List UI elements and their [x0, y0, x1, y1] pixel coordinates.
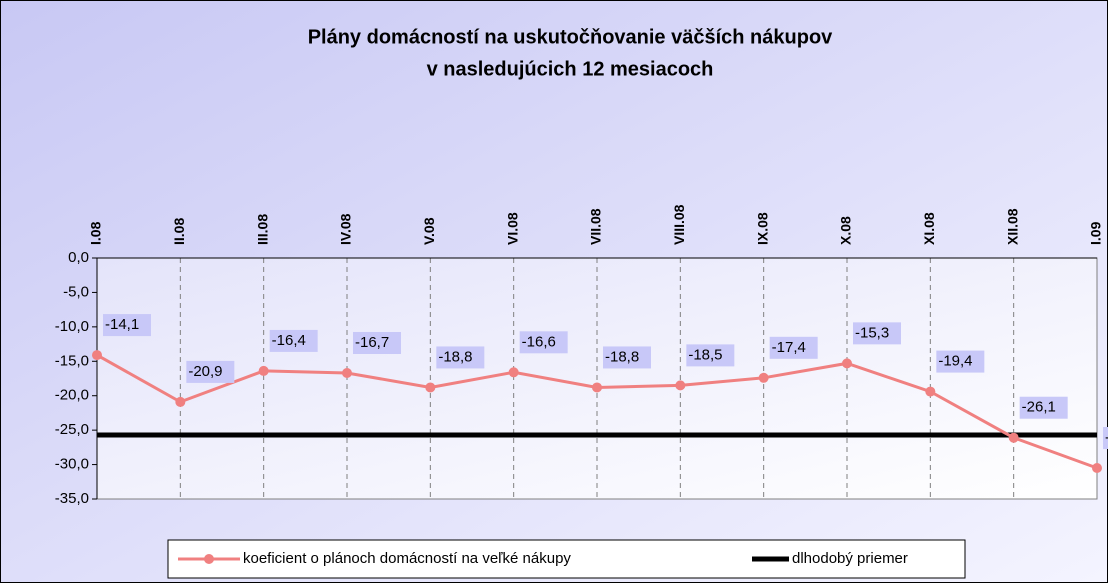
data-label-box [769, 336, 818, 359]
x-tick-label: V.08 [421, 217, 437, 245]
x-tick-label: VIII.08 [671, 204, 687, 245]
y-tick-label: -30,0 [55, 456, 89, 473]
y-tick-label: 0,0 [68, 249, 89, 266]
data-label: -14,1 [105, 316, 139, 333]
data-label-box [519, 331, 568, 354]
data-label: -18,5 [688, 346, 722, 363]
data-point [842, 358, 852, 369]
x-tick-label: XI.08 [921, 212, 937, 245]
data-point [258, 365, 269, 376]
x-tick-label: VII.08 [588, 208, 604, 245]
data-label-box [603, 346, 651, 369]
x-tick-label: II.08 [171, 218, 187, 245]
x-tick-label: III.08 [254, 214, 270, 245]
y-tick-label: -35,0 [55, 490, 89, 507]
data-label-box [269, 329, 318, 352]
legend-label: koeficient o plánoch domácností na veľké… [243, 550, 571, 567]
legend [167, 539, 966, 579]
x-tick-label: IV.08 [338, 213, 354, 245]
x-tick-label: X.08 [838, 216, 854, 245]
data-label-box [936, 350, 985, 373]
y-tick-label: -5,0 [63, 283, 89, 300]
data-point [1092, 463, 1102, 474]
data-point [1008, 432, 1019, 443]
y-tick-label: -25,0 [55, 421, 89, 438]
x-tick-label: VI.08 [504, 212, 520, 245]
data-label-box [103, 314, 151, 337]
legend-marker [204, 554, 214, 564]
data-label: -17,4 [772, 339, 806, 356]
data-label: -20,9 [188, 363, 222, 380]
data-label-box [186, 360, 235, 383]
data-label-box [1019, 396, 1068, 419]
data-label-box [353, 331, 401, 354]
data-point [758, 372, 769, 383]
x-tick-label: IX.08 [754, 212, 770, 245]
data-point [342, 367, 352, 378]
data-label-box [686, 344, 735, 367]
data-label-box [853, 322, 901, 345]
data-label: -16,4 [272, 332, 306, 349]
data-label: -19,4 [938, 353, 972, 370]
data-point [175, 396, 186, 407]
data-point [675, 380, 686, 391]
x-tick-label: I.09 [1088, 221, 1104, 245]
x-tick-label: XII.08 [1004, 208, 1020, 245]
data-point [925, 386, 936, 397]
data-point [92, 350, 102, 361]
data-label: -18,8 [605, 348, 639, 365]
data-label-box [436, 346, 485, 369]
data-label: -30,5 [1105, 429, 1108, 446]
chart-title: Plány domácností na uskutočňovanie väčší… [308, 26, 833, 48]
legend-label: dlhodobý priemer [792, 550, 908, 567]
data-label: -15,3 [855, 324, 889, 341]
data-point [592, 382, 602, 393]
y-tick-label: -20,0 [55, 387, 89, 404]
data-label: -16,7 [355, 334, 389, 351]
data-label: -18,8 [438, 348, 472, 365]
y-tick-label: -10,0 [55, 318, 89, 335]
data-label: -16,6 [522, 333, 556, 350]
data-point [508, 367, 519, 378]
chart-subtitle: v nasledujúcich 12 mesiacoch [427, 58, 714, 80]
data-point [425, 382, 436, 393]
x-tick-label: I.08 [88, 221, 104, 245]
data-label: -26,1 [1022, 399, 1056, 416]
data-label-box [1103, 427, 1108, 450]
y-tick-label: -15,0 [55, 352, 89, 369]
